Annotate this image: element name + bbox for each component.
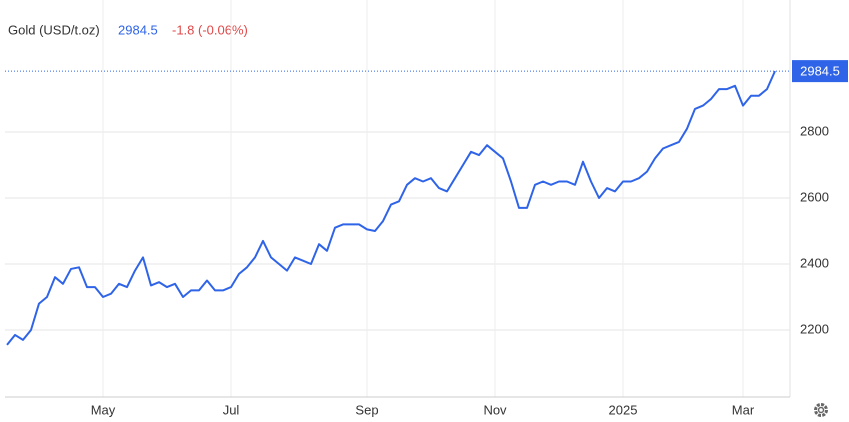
x-tick-label: Jul	[223, 402, 240, 417]
x-tick-label: 2025	[609, 402, 638, 417]
price-line	[6, 70, 776, 346]
chart-title: Gold (USD/t.oz)	[8, 22, 100, 37]
x-tick-label: May	[91, 402, 116, 417]
x-tick-label: Nov	[483, 402, 507, 417]
x-tick-label: Mar	[732, 402, 755, 417]
price-tag	[792, 60, 848, 83]
settings-icon[interactable]	[814, 403, 828, 417]
last-price: 2984.5	[118, 22, 158, 37]
y-tick-label: 2200	[800, 321, 829, 336]
y-tick-label: 2400	[800, 255, 829, 270]
y-tick-label: 2800	[800, 123, 829, 138]
x-tick-label: Sep	[355, 402, 378, 417]
price-tag-label: 2984.5	[800, 64, 840, 79]
price-change: -1.8 (-0.06%)	[172, 22, 248, 37]
y-tick-label: 2600	[800, 189, 829, 204]
